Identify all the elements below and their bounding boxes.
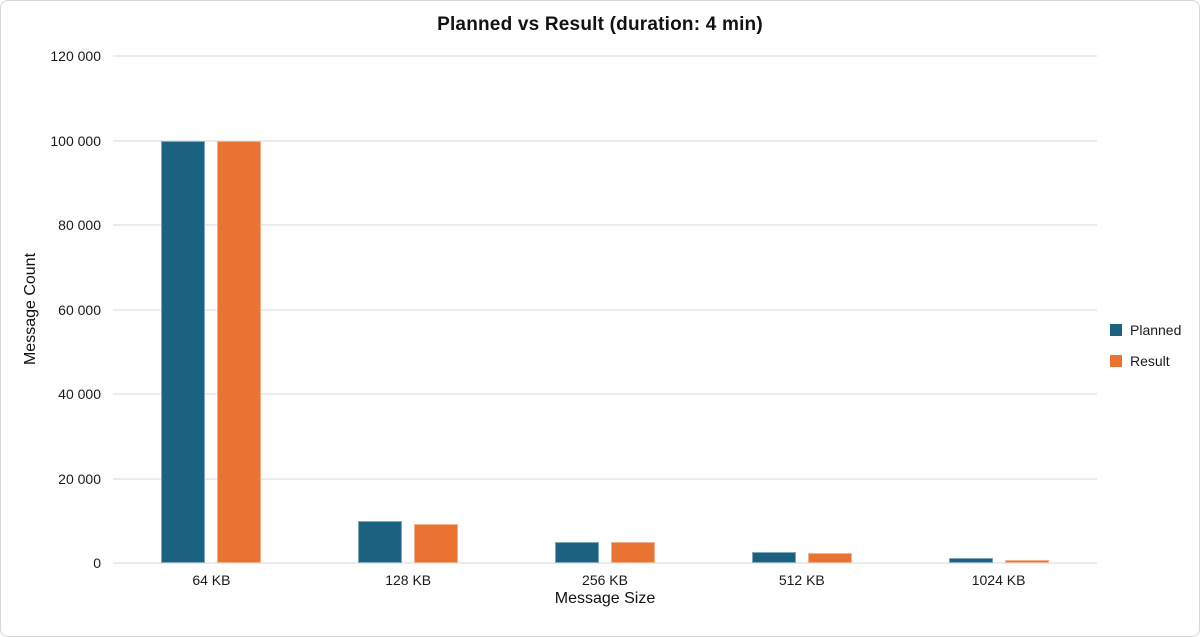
bar-planned-128-kb — [358, 520, 403, 563]
bar-planned-64-kb — [161, 140, 206, 563]
x-tick-label: 512 KB — [778, 572, 825, 588]
legend-item: Planned — [1110, 322, 1181, 338]
x-axis-title: Message Size — [554, 590, 656, 607]
gridline — [113, 224, 1097, 226]
legend: Planned Result — [1110, 322, 1181, 384]
x-tick-label: 256 KB — [582, 572, 628, 588]
gridline — [113, 308, 1097, 311]
legend-swatch — [1110, 324, 1122, 336]
y-tick-label: 40 000 — [58, 386, 101, 402]
bar-result-256-kb — [611, 542, 655, 563]
chart-title: Planned vs Result (duration: 4 min) — [437, 14, 763, 35]
y-tick-label: 100 000 — [50, 132, 101, 149]
legend-swatch — [1110, 355, 1122, 367]
gridline — [113, 562, 1097, 564]
x-tick-label: 128 KB — [385, 572, 432, 588]
legend-label: Result — [1130, 353, 1170, 369]
gridline — [113, 393, 1097, 395]
y-tick-label: 120 000 — [50, 48, 101, 64]
gridline — [113, 139, 1097, 142]
bar-result-512-kb — [807, 552, 852, 563]
y-tick-label: 80 000 — [58, 217, 101, 233]
bar-result-64-kb — [217, 140, 262, 563]
x-tick-label: 1024 KB — [971, 572, 1026, 588]
bar-result-1024-kb — [1004, 559, 1049, 563]
legend-item: Result — [1110, 353, 1181, 369]
y-tick-label: 20 000 — [58, 470, 101, 487]
plot-area — [113, 55, 1097, 564]
bar-result-128-kb — [414, 523, 459, 563]
x-tick-label: 64 KB — [192, 572, 231, 588]
y-tick-label: 60 000 — [58, 301, 101, 318]
bar-planned-1024-kb — [948, 557, 993, 563]
gridline — [113, 477, 1097, 480]
legend-label: Planned — [1130, 322, 1182, 338]
bar-planned-256-kb — [555, 541, 599, 563]
gridline — [113, 55, 1097, 57]
y-tick-label: 0 — [93, 555, 101, 571]
bar-planned-512-kb — [751, 552, 796, 563]
